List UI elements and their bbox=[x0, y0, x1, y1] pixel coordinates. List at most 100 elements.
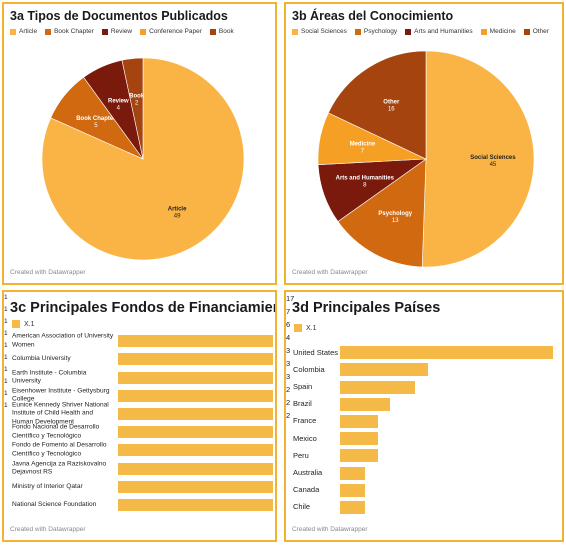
bar-value-label: 1 bbox=[4, 366, 8, 373]
bar-row-eisenhower-institute-gettysburg-college: Eisenhower Institute - Gettysburg Colleg… bbox=[12, 387, 116, 404]
bar-row-brazil: Brazil bbox=[293, 398, 341, 409]
category-label: Eisenhower Institute - Gettysburg Colleg… bbox=[12, 387, 110, 403]
bar-value-label: 1 bbox=[4, 354, 8, 361]
category-label: American Association of University Women bbox=[12, 332, 114, 349]
category-label: Canada bbox=[293, 484, 320, 494]
legend-swatch bbox=[12, 320, 20, 328]
bar-row-australia: Australia bbox=[293, 467, 341, 478]
bar-chart-countries: United States 17 Colombia 7 Spain 6 Brazil 4 Fra… bbox=[286, 292, 562, 514]
legend-label: Article bbox=[19, 28, 38, 35]
category-label: Australia bbox=[293, 467, 323, 477]
bar-row-ministry-of-interior-qatar: Ministry of Interior Qatar bbox=[12, 482, 116, 491]
legend-label: Book Chapter bbox=[54, 28, 94, 35]
slice-label-other: Other bbox=[383, 99, 400, 105]
bar-value-label: 3 bbox=[286, 372, 291, 381]
chart-title: 3a Tipos de Documentos Publicados bbox=[10, 9, 228, 23]
bar-row-france: France bbox=[293, 417, 341, 426]
credit-text: Created with Datawrapper bbox=[10, 269, 86, 276]
bar-value-label: 3 bbox=[286, 359, 291, 368]
bar-peru bbox=[340, 449, 378, 463]
bar-eisenhower-institute-gettysburg-college bbox=[118, 389, 273, 402]
slice-value-social-sciences: 45 bbox=[490, 162, 497, 168]
bar-value-label: 1 bbox=[4, 390, 8, 397]
legend-label: Psychology bbox=[363, 28, 398, 35]
category-label: Chile bbox=[293, 502, 311, 512]
bar-spain bbox=[340, 380, 416, 394]
legend-item-arts-and-humanities: Arts and Humanities bbox=[405, 28, 473, 35]
category-label: Earth Institute - Columbia University bbox=[12, 369, 87, 385]
bar-row-colombia: Colombia bbox=[293, 365, 341, 375]
bar-row-united-states: United States bbox=[293, 348, 341, 357]
pie-slice-psychology bbox=[337, 158, 427, 268]
slice-value-other: 16 bbox=[388, 106, 395, 112]
category-label: Spain bbox=[293, 381, 313, 391]
slice-value-medicine: 7 bbox=[361, 148, 365, 154]
bar-value-label: 1 bbox=[4, 342, 8, 349]
bar-canada bbox=[340, 483, 366, 497]
legend-swatch bbox=[405, 28, 412, 35]
category-label: Javna Agencija za Raziskovalno Dejavnost… bbox=[12, 460, 107, 476]
bar-value-label: 1 bbox=[4, 330, 8, 337]
bar-row-earth-institute-columbia-university: Earth Institute - Columbia University bbox=[12, 369, 116, 386]
bar-row-peru: Peru bbox=[293, 450, 341, 461]
chart-title: 3b Áreas del Conocimiento bbox=[292, 9, 454, 23]
bar-value-label: 7 bbox=[286, 307, 291, 316]
bar-united-states bbox=[340, 346, 553, 360]
pie-slice-other bbox=[327, 50, 427, 160]
bar-national-science-foundation bbox=[118, 498, 273, 511]
category-label: United States bbox=[293, 347, 339, 357]
bar-value-label: 1 bbox=[4, 402, 8, 409]
bar-mexico bbox=[340, 432, 378, 446]
bar-chile bbox=[340, 500, 366, 514]
credit-text: Created with Datawrapper bbox=[10, 526, 86, 533]
bar-columbia-university bbox=[118, 353, 273, 366]
panel-top-countries: 3d Principales Países X.1 United States 1… bbox=[284, 290, 564, 542]
bar-value-label: 6 bbox=[286, 320, 291, 329]
category-label: France bbox=[293, 416, 317, 426]
legend: Article Book Chapter Review Conference Pape… bbox=[10, 28, 234, 35]
slice-label-book: Book bbox=[129, 94, 145, 100]
slice-value-article: 49 bbox=[174, 214, 181, 220]
panel-knowledge-areas: 3b Áreas del Conocimiento Social Science… bbox=[284, 2, 564, 285]
bar-row-fondo-de-fomento-al-desarrollo-cient-fic: Fondo de Fomento al Desarrollo Científic… bbox=[12, 442, 116, 459]
slice-value-review: 4 bbox=[117, 106, 121, 112]
legend-swatch bbox=[480, 28, 487, 35]
bar-row-canada: Canada bbox=[293, 484, 341, 495]
bar-australia bbox=[340, 466, 366, 480]
bar-value-label: 1 bbox=[4, 306, 8, 313]
legend-label: X.1 bbox=[24, 320, 35, 328]
legend-swatch bbox=[45, 28, 52, 35]
category-label: Ministry of Interior Qatar bbox=[12, 482, 83, 490]
bar-ministry-of-interior-qatar bbox=[118, 480, 273, 493]
legend-label: Review bbox=[110, 28, 133, 35]
legend-swatch bbox=[10, 28, 16, 35]
legend-swatch bbox=[523, 28, 530, 35]
bar-value-label: 1 bbox=[4, 378, 8, 385]
chart-title: 3c Principales Fondos de Financiamiento bbox=[10, 300, 277, 316]
category-label: Brazil bbox=[293, 398, 312, 408]
bar-value-label: 2 bbox=[286, 385, 291, 394]
slice-value-arts-and-humanities: 8 bbox=[363, 182, 367, 188]
slice-label-book-chapter: Book Chapter bbox=[76, 116, 116, 122]
legend-label: Conference Paper bbox=[149, 28, 202, 35]
legend-item-review: Review bbox=[101, 28, 133, 35]
legend-swatch bbox=[101, 28, 108, 35]
category-label: National Science Foundation bbox=[12, 500, 97, 508]
slice-label-article: Article bbox=[168, 207, 187, 213]
bar-value-label: 2 bbox=[286, 398, 291, 407]
bar-value-label: 1 bbox=[4, 294, 8, 301]
bar-value-label: 17 bbox=[286, 294, 295, 303]
bar-row-mexico: Mexico bbox=[293, 434, 341, 443]
legend-item-book: Book bbox=[209, 28, 234, 35]
legend: X.1 bbox=[294, 324, 317, 332]
slice-label-arts-and-humanities: Arts and Humanities bbox=[336, 175, 395, 181]
category-label: Peru bbox=[293, 450, 309, 460]
bar-american-association-of-university-women bbox=[118, 335, 273, 348]
panel-document-types: 3a Tipos de Documentos Publicados Articl… bbox=[2, 2, 277, 285]
legend-item-book-chapter: Book Chapter bbox=[45, 28, 94, 35]
legend-swatch bbox=[294, 324, 302, 332]
bar-value-label: 2 bbox=[286, 411, 291, 420]
slice-value-book-chapter: 5 bbox=[94, 123, 98, 129]
bar-value-label: 4 bbox=[286, 333, 291, 342]
slice-label-medicine: Medicine bbox=[350, 141, 376, 147]
